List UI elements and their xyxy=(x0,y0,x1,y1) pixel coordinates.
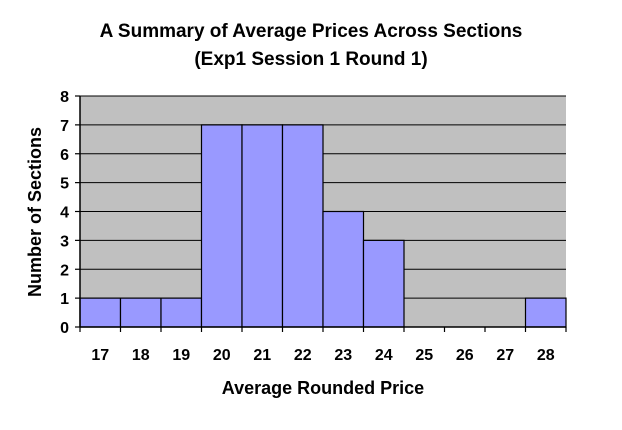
x-tick-label-22: 22 xyxy=(294,347,312,364)
bar-19 xyxy=(160,297,203,328)
axes xyxy=(75,95,567,332)
bars xyxy=(79,124,567,328)
y-tick-label-8: 8 xyxy=(60,89,69,106)
bar-21 xyxy=(241,124,284,328)
bar-22 xyxy=(281,124,324,328)
x-tick-label-19: 19 xyxy=(172,347,190,364)
bar-23 xyxy=(322,210,365,328)
y-tick-label-1: 1 xyxy=(60,291,69,308)
y-tick-label-4: 4 xyxy=(60,205,69,222)
y-tick-label-3: 3 xyxy=(60,233,69,250)
bar-20 xyxy=(200,124,243,328)
x-tick-labels: 17 18 19 20 21 22 23 24 25 26 27 28 xyxy=(91,347,554,364)
x-tick-label-26: 26 xyxy=(456,347,474,364)
x-tick-label-21: 21 xyxy=(253,347,271,364)
bar-18 xyxy=(119,297,162,328)
bar-17 xyxy=(79,297,122,328)
x-tick-label-24: 24 xyxy=(375,347,393,364)
x-tick-label-25: 25 xyxy=(415,347,433,364)
chart-title-line-1: A Summary of Average Prices Across Secti… xyxy=(100,21,523,42)
y-tick-label-5: 5 xyxy=(60,176,69,193)
x-tick-label-27: 27 xyxy=(496,347,514,364)
bar-24 xyxy=(362,239,405,328)
x-tick-label-20: 20 xyxy=(213,347,231,364)
chart-title-line-2: (Exp1 Session 1 Round 1) xyxy=(194,49,427,70)
y-tick-label-7: 7 xyxy=(60,118,69,135)
y-tick-labels: 0 1 2 3 4 5 6 7 8 xyxy=(60,89,69,337)
x-axis-title: Average Rounded Price xyxy=(222,378,424,398)
bar-28 xyxy=(524,297,567,328)
y-tick-label-0: 0 xyxy=(60,320,69,337)
x-tick-label-18: 18 xyxy=(132,347,150,364)
x-tick-label-28: 28 xyxy=(537,347,555,364)
y-axis-title: Number of Sections xyxy=(25,127,45,297)
y-tick-label-6: 6 xyxy=(60,147,69,164)
x-tick-label-23: 23 xyxy=(334,347,352,364)
x-tick-label-17: 17 xyxy=(91,347,109,364)
y-tick-label-2: 2 xyxy=(60,262,69,279)
